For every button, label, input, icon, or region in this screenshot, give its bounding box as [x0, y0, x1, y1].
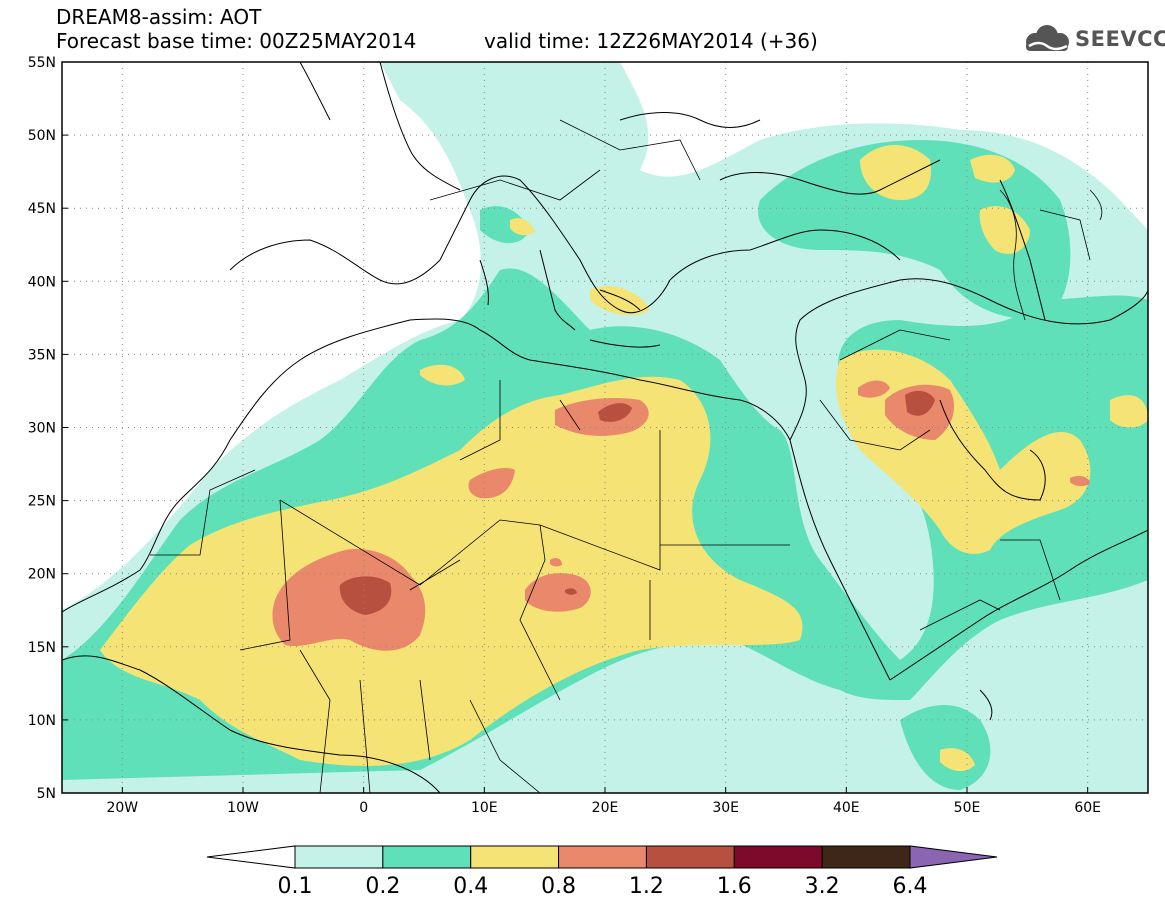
logo-text: SEEVCCC — [1075, 27, 1165, 51]
lat-label-30N: 30N — [28, 421, 56, 437]
lon-label-20E: 20E — [592, 800, 619, 816]
lat-label-45N: 45N — [28, 201, 56, 217]
title-line-2: Forecast base time: 00Z25MAY2014 valid ti… — [56, 29, 818, 53]
colorbar-label-1.6: 1.6 — [717, 874, 752, 899]
lon-label-60E: 60E — [1074, 800, 1101, 816]
valid-time: valid time: 12Z26MAY2014 (+36) — [484, 29, 818, 53]
colorbar-arrow-low — [206, 845, 296, 869]
colorbar-label-0.2: 0.2 — [365, 874, 400, 899]
borders — [150, 119, 1091, 793]
colorbar-label-1.2: 1.2 — [629, 874, 664, 899]
colorbar-label-6.4: 6.4 — [893, 874, 928, 899]
colorbar-swatch — [733, 845, 823, 869]
lat-label-35N: 35N — [28, 347, 56, 363]
axis-ticks — [62, 61, 1089, 794]
colorbar-label-3.2: 3.2 — [805, 874, 840, 899]
cloud-icon — [1026, 25, 1069, 51]
lon-label-40E: 40E — [833, 800, 860, 816]
colorbar-swatch — [821, 845, 911, 869]
latitude-labels: 55N 50N 45N 40N 35N 30N 25N 20N 15N 10N 5N — [28, 55, 56, 802]
lat-label-55N: 55N — [28, 55, 56, 71]
colorbar-label-0.1: 0.1 — [278, 874, 313, 899]
longitude-labels: 20W 10W 0 10E 20E 30E 40E 50E 60E — [106, 800, 1101, 816]
lakes — [999, 189, 1103, 321]
colorbar-swatch — [294, 845, 384, 869]
colorbar-swatch — [558, 845, 647, 869]
lat-label-25N: 25N — [28, 494, 56, 510]
colorbar-label-0.4: 0.4 — [453, 874, 488, 899]
colorbar-arrow-high — [909, 845, 998, 869]
aot-map: 55N 50N 45N 40N 35N 30N 25N 20N 15N 10N 5N 20W 10W 0… — [28, 55, 1149, 816]
colorbar-swatch — [645, 845, 735, 869]
coastlines — [62, 62, 1148, 793]
lon-label-10E: 10E — [471, 800, 498, 816]
lon-label-0: 0 — [359, 800, 368, 816]
lat-label-20N: 20N — [28, 567, 56, 583]
colorbar-swatch — [382, 845, 472, 869]
lat-label-10N: 10N — [28, 713, 56, 729]
aot-band-1.2 — [339, 390, 935, 615]
lon-label-30E: 30E — [712, 800, 739, 816]
lon-label-50E: 50E — [954, 800, 981, 816]
forecast-base-time: Forecast base time: 00Z25MAY2014 — [56, 29, 417, 53]
lat-label-50N: 50N — [28, 128, 56, 144]
graticule — [62, 62, 1148, 793]
colorbar-label-0.8: 0.8 — [541, 874, 576, 899]
lon-label-10W: 10W — [227, 800, 259, 816]
lon-label-20W: 20W — [106, 800, 138, 816]
lat-label-40N: 40N — [28, 274, 56, 290]
lat-label-15N: 15N — [28, 640, 56, 656]
title-line-1: DREAM8-assim: AOT — [56, 5, 262, 29]
colorbar-swatch — [470, 845, 560, 869]
lat-label-5N: 5N — [37, 786, 56, 802]
